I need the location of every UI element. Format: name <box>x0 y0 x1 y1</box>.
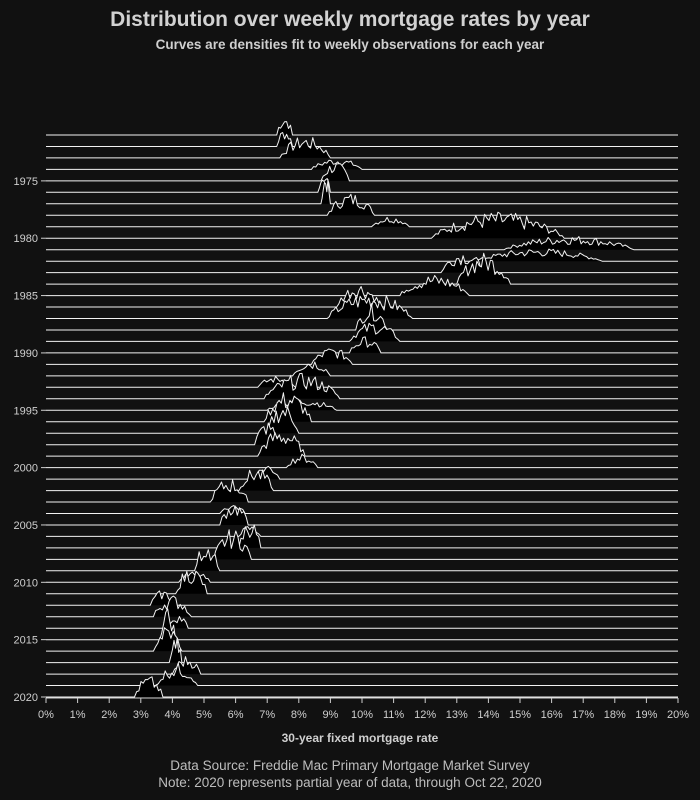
ridge-1998 <box>46 422 678 446</box>
ridge-1981 <box>46 236 678 251</box>
ridge-1985 <box>46 275 678 297</box>
ridge-group <box>46 121 678 698</box>
ridge-1976 <box>46 178 678 193</box>
ridge-1978 <box>46 193 678 216</box>
ridge-2002 <box>46 469 678 492</box>
x-tick-label: 8% <box>291 709 307 721</box>
ridge-2010 <box>46 571 678 583</box>
y-axis: 1975 1980 1985 1990 1995 2000 2005 2010 2015 2020 <box>14 176 46 704</box>
ridge-1990 <box>46 336 678 354</box>
ridge-2006 <box>46 526 678 537</box>
x-tick-label: 19% <box>635 709 657 721</box>
x-tick-label: 2% <box>101 709 117 721</box>
ridge-1971 <box>46 121 678 136</box>
y-tick-label: 2000 <box>14 463 38 475</box>
ridge-2009 <box>46 549 678 572</box>
x-tick-label: 0% <box>38 709 54 721</box>
x-tick-label: 5% <box>196 709 212 721</box>
ridge-1986 <box>46 286 678 308</box>
ridge-2001 <box>46 465 678 480</box>
ridge-1984 <box>46 252 678 285</box>
ridge-1994 <box>46 372 678 400</box>
ridge-1992 <box>46 361 678 377</box>
x-tick-label: 4% <box>164 709 180 721</box>
y-tick-label: 1985 <box>14 291 38 303</box>
ridge-1989 <box>46 322 678 342</box>
ridge-2018 <box>46 656 678 675</box>
ridge-1972 <box>46 132 678 147</box>
partial-year-note: Note: 2020 represents partial year of da… <box>158 775 542 790</box>
ridge-1973 <box>46 137 678 159</box>
ridge-2008 <box>46 529 678 560</box>
x-tick-label: 11% <box>383 709 404 721</box>
x-tick-label: 14% <box>477 709 499 721</box>
ridge-2011 <box>46 570 678 595</box>
ridge-2000 <box>46 453 678 469</box>
x-tick-label: 3% <box>133 709 149 721</box>
x-tick-label: 9% <box>322 709 338 721</box>
chart-title: Distribution over weekly mortgage rates … <box>110 8 590 31</box>
ridge-2004 <box>46 505 678 514</box>
y-tick-label: 2005 <box>14 520 38 532</box>
ridge-1995 <box>46 399 678 411</box>
chart-subtitle: Curves are densities fit to weekly obser… <box>155 37 545 52</box>
ridge-1987 <box>46 294 678 319</box>
ridge-2017 <box>46 638 678 664</box>
ridge-1999 <box>46 432 678 457</box>
ridge-2012 <box>46 590 678 606</box>
ridge-2015 <box>46 608 678 641</box>
ridge-1996 <box>46 392 678 423</box>
ridge-2007 <box>46 524 678 549</box>
x-tick-label: 20% <box>667 709 689 721</box>
y-tick-label: 1995 <box>14 405 38 417</box>
x-tick-label: 1% <box>70 709 86 721</box>
y-tick-label: 1990 <box>14 348 38 360</box>
x-tick-label: 15% <box>509 709 531 721</box>
y-tick-label: 2015 <box>14 635 38 647</box>
ridge-1980 <box>46 211 678 239</box>
ridge-1983 <box>46 255 678 274</box>
x-tick-label: 16% <box>541 709 563 721</box>
y-tick-label: 1975 <box>14 176 38 188</box>
ridge-1975 <box>46 163 678 182</box>
x-tick-label: 6% <box>228 709 244 721</box>
data-source-line: Data Source: Freddie Mac Primary Mortgag… <box>170 758 530 773</box>
ridge-2003 <box>46 479 678 503</box>
ridge-1991 <box>46 348 678 365</box>
y-tick-label: 2020 <box>14 692 38 704</box>
ridge-2005 <box>46 505 678 526</box>
ridge-2020 <box>46 676 678 698</box>
x-axis-label: 30-year fixed mortgage rate <box>281 731 439 745</box>
ridge-1974 <box>46 159 678 170</box>
ridge-1977 <box>46 179 678 205</box>
ridge-2013 <box>46 595 678 618</box>
ridge-1988 <box>46 303 678 331</box>
x-tick-label: 13% <box>446 709 468 721</box>
x-tick-label: 10% <box>351 709 373 721</box>
ridge-1993 <box>46 375 678 388</box>
y-tick-label: 2010 <box>14 577 38 589</box>
ridge-2016 <box>46 627 678 652</box>
ridge-1979 <box>46 216 678 228</box>
ridge-1997 <box>46 406 678 434</box>
data-source-note: Data Source: Freddie Mac Primary Mortgag… <box>0 757 700 791</box>
x-tick-label: 12% <box>414 709 436 721</box>
y-tick-label: 1980 <box>14 233 38 245</box>
x-tick-label: 18% <box>604 709 626 721</box>
x-axis: 0% 1% 2% 3% 4% 5% 6% 7% 8% 9% 10% 11% 12% 13% 14% 15% 16… <box>38 697 689 721</box>
x-tick-label: 7% <box>259 709 275 721</box>
ridge-2014 <box>46 616 678 629</box>
ridge-1982 <box>46 248 678 262</box>
x-tick-label: 17% <box>572 709 594 721</box>
ridge-2019 <box>46 662 678 686</box>
